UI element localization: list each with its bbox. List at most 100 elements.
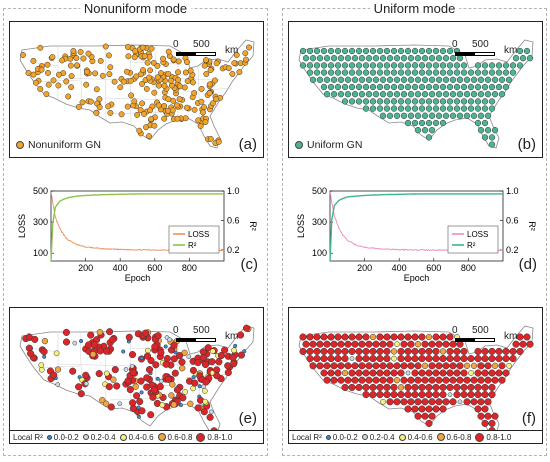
station-marker	[383, 347, 391, 355]
r2-class-label: 0.4-0.6	[128, 432, 154, 442]
station-marker	[432, 69, 440, 76]
station-markers	[299, 333, 534, 435]
station-marker	[411, 355, 419, 363]
station-marker	[460, 62, 468, 69]
station-marker	[414, 127, 422, 134]
station-marker	[242, 56, 249, 63]
station-marker	[32, 79, 39, 86]
station-marker	[439, 119, 447, 127]
station-marker	[30, 71, 37, 78]
station-marker	[390, 105, 398, 112]
station-marker	[212, 77, 218, 84]
station-marker	[169, 107, 176, 114]
station-marker	[320, 333, 328, 341]
station-marker	[334, 69, 342, 76]
station-marker	[477, 91, 485, 98]
station-marker	[125, 333, 133, 341]
station-marker	[161, 82, 168, 89]
station-marker	[349, 356, 355, 361]
station-marker	[495, 69, 503, 76]
station-marker	[435, 91, 443, 98]
scale-bar-graphic	[176, 338, 216, 342]
station-marker	[231, 347, 237, 354]
station-marker	[488, 347, 496, 355]
loss-r2-chart: 200 400 600 800 100 300 500 0.2 0.6 1.0 Epoch LOSS R…	[17, 186, 258, 283]
station-marker	[488, 83, 496, 91]
station-marker	[411, 98, 419, 105]
station-marker	[96, 104, 103, 111]
station-marker	[470, 112, 478, 119]
station-marker	[242, 50, 249, 57]
station-marker	[405, 370, 411, 376]
y-left-axis-label: LOSS	[17, 214, 27, 238]
station-marker	[369, 391, 377, 399]
station-marker	[127, 77, 134, 84]
station-marker	[63, 78, 70, 85]
station-marker	[215, 138, 222, 145]
station-marker	[320, 47, 328, 55]
station-markers	[22, 324, 252, 436]
scale-distance: 500	[193, 39, 210, 50]
station-marker	[299, 347, 307, 355]
station-marker	[425, 419, 433, 427]
station-marker	[498, 376, 506, 384]
station-marker	[519, 55, 527, 62]
station-marker	[446, 62, 454, 69]
x-tick-label: 800	[461, 263, 476, 273]
station-marker	[337, 91, 345, 98]
station-marker	[102, 400, 110, 407]
station-marker	[152, 361, 160, 369]
station-marker	[418, 391, 426, 399]
station-marker	[102, 43, 109, 50]
station-marker	[224, 362, 232, 370]
station-marker	[355, 47, 363, 55]
station-marker	[369, 355, 377, 363]
station-marker	[407, 398, 415, 406]
station-marker	[173, 102, 180, 109]
station-marker	[105, 52, 112, 59]
station-marker	[421, 412, 429, 420]
station-marker	[148, 116, 155, 123]
station-marker	[176, 83, 183, 90]
station-marker	[488, 419, 496, 427]
station-marker	[365, 376, 373, 384]
station-marker	[468, 370, 474, 376]
station-marker	[316, 76, 324, 83]
legend-entry: LOSS	[188, 230, 209, 239]
station-marker	[467, 355, 475, 363]
r2-class-label: 0.4-0.6	[407, 432, 433, 442]
station-marker	[390, 369, 398, 377]
station-marker	[330, 76, 338, 83]
station-marker	[309, 55, 317, 62]
station-marker	[334, 83, 342, 91]
station-marker	[40, 348, 48, 356]
station-marker	[162, 360, 170, 368]
scale-bar: 0 500 km	[173, 325, 253, 347]
station-marker	[309, 362, 317, 370]
station-marker	[123, 367, 129, 372]
station-marker	[55, 82, 62, 89]
station-marker	[477, 112, 485, 119]
station-marker	[502, 355, 510, 363]
station-marker	[143, 124, 149, 131]
loss-r2-chart: 200 400 600 800 100 300 500 0.2 0.6 1.0 Epoch LOSS R…	[296, 186, 537, 283]
station-marker	[80, 55, 87, 62]
station-marker	[421, 127, 429, 134]
station-marker	[428, 398, 436, 406]
station-marker	[488, 69, 496, 76]
station-marker	[453, 98, 461, 105]
station-marker	[161, 103, 168, 109]
r2-class-5: 0.8-1.0	[475, 432, 511, 442]
station-marker	[488, 134, 496, 141]
station-marker	[425, 383, 433, 391]
station-marker	[358, 340, 366, 348]
station-marker	[202, 378, 210, 386]
station-marker	[82, 371, 90, 379]
station-marker	[191, 106, 198, 113]
station-marker	[425, 355, 433, 363]
station-marker	[158, 70, 164, 77]
station-marker	[334, 47, 342, 55]
station-marker	[439, 355, 447, 363]
station-marker	[523, 47, 531, 55]
station-marker	[337, 376, 345, 384]
